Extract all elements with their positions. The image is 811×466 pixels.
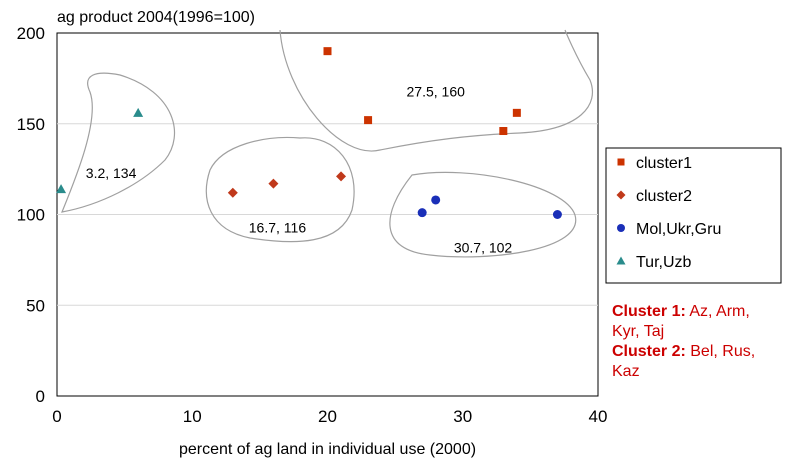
legend-marker xyxy=(617,224,625,232)
x-axis-title: percent of ag land in individual use (20… xyxy=(179,441,476,458)
y-tick-label: 0 xyxy=(36,387,45,406)
data-point xyxy=(336,171,347,182)
legend-marker xyxy=(616,256,626,265)
data-point xyxy=(227,187,238,198)
x-axis-ticks: 0 10 20 30 40 xyxy=(52,407,607,426)
data-point xyxy=(552,210,562,219)
cluster-center-label: 30.7, 102 xyxy=(454,240,513,256)
cluster2-note-label: Cluster 2: xyxy=(612,343,686,360)
outline-cluster1 xyxy=(279,29,594,152)
data-point xyxy=(431,195,441,205)
legend-marker xyxy=(617,158,625,166)
cluster1-note-members-b: Kyr, Taj xyxy=(612,323,665,340)
legend-label: cluster2 xyxy=(636,188,692,205)
legend: cluster1 cluster2 Mol,Ukr,Gru Tur,Uzb xyxy=(605,147,782,284)
data-point xyxy=(512,108,521,117)
x-tick-label: 40 xyxy=(589,407,608,426)
data-point xyxy=(417,208,427,218)
data-point xyxy=(323,47,332,56)
legend-box xyxy=(605,147,782,284)
cluster-center-label: 3.2, 134 xyxy=(86,165,137,181)
legend-label: Tur,Uzb xyxy=(636,254,692,271)
cluster-center-label: 16.7, 116 xyxy=(249,220,307,236)
cluster-center-labels: 27.5, 160 3.2, 134 16.7, 116 30.7, 102 xyxy=(86,84,513,256)
outline-turuzb xyxy=(61,72,176,213)
x-tick-label: 30 xyxy=(453,407,472,426)
data-point xyxy=(499,127,508,136)
outline-molukrgru xyxy=(389,171,577,258)
data-point xyxy=(133,107,144,117)
y-tick-label: 200 xyxy=(17,24,45,43)
gridlines xyxy=(57,123,598,306)
data-point xyxy=(268,178,279,189)
chart-title: ag product 2004(1996=100) xyxy=(57,9,255,26)
cluster-membership-notes: Cluster 1: Az, Arm, Kyr, Taj Cluster 2: … xyxy=(612,302,807,382)
y-axis-ticks: 0 50 100 150 200 xyxy=(17,24,45,406)
outline-cluster2 xyxy=(205,136,355,243)
cluster2-note: Cluster 2: Bel, Rus, xyxy=(612,342,807,362)
y-tick-label: 150 xyxy=(17,115,45,134)
cluster2-note-members-b: Kaz xyxy=(612,363,640,380)
data-point xyxy=(56,184,67,194)
cluster-center-label: 27.5, 160 xyxy=(407,84,466,100)
x-tick-label: 20 xyxy=(318,407,337,426)
cluster1-note-members-a: Az, Arm, xyxy=(689,303,750,320)
y-tick-label: 100 xyxy=(17,206,45,225)
data-points xyxy=(56,47,562,219)
data-point xyxy=(364,116,373,125)
legend-marker xyxy=(616,190,626,200)
cluster1-note-label: Cluster 1: xyxy=(612,303,686,320)
cluster-outlines xyxy=(61,29,594,258)
x-tick-label: 0 xyxy=(52,407,61,426)
x-tick-label: 10 xyxy=(183,407,202,426)
legend-label: cluster1 xyxy=(636,155,692,172)
y-tick-label: 50 xyxy=(26,296,45,315)
cluster1-note: Cluster 1: Az, Arm, xyxy=(612,302,807,322)
cluster2-note-members-a: Bel, Rus, xyxy=(690,343,756,360)
legend-label: Mol,Ukr,Gru xyxy=(636,221,721,238)
